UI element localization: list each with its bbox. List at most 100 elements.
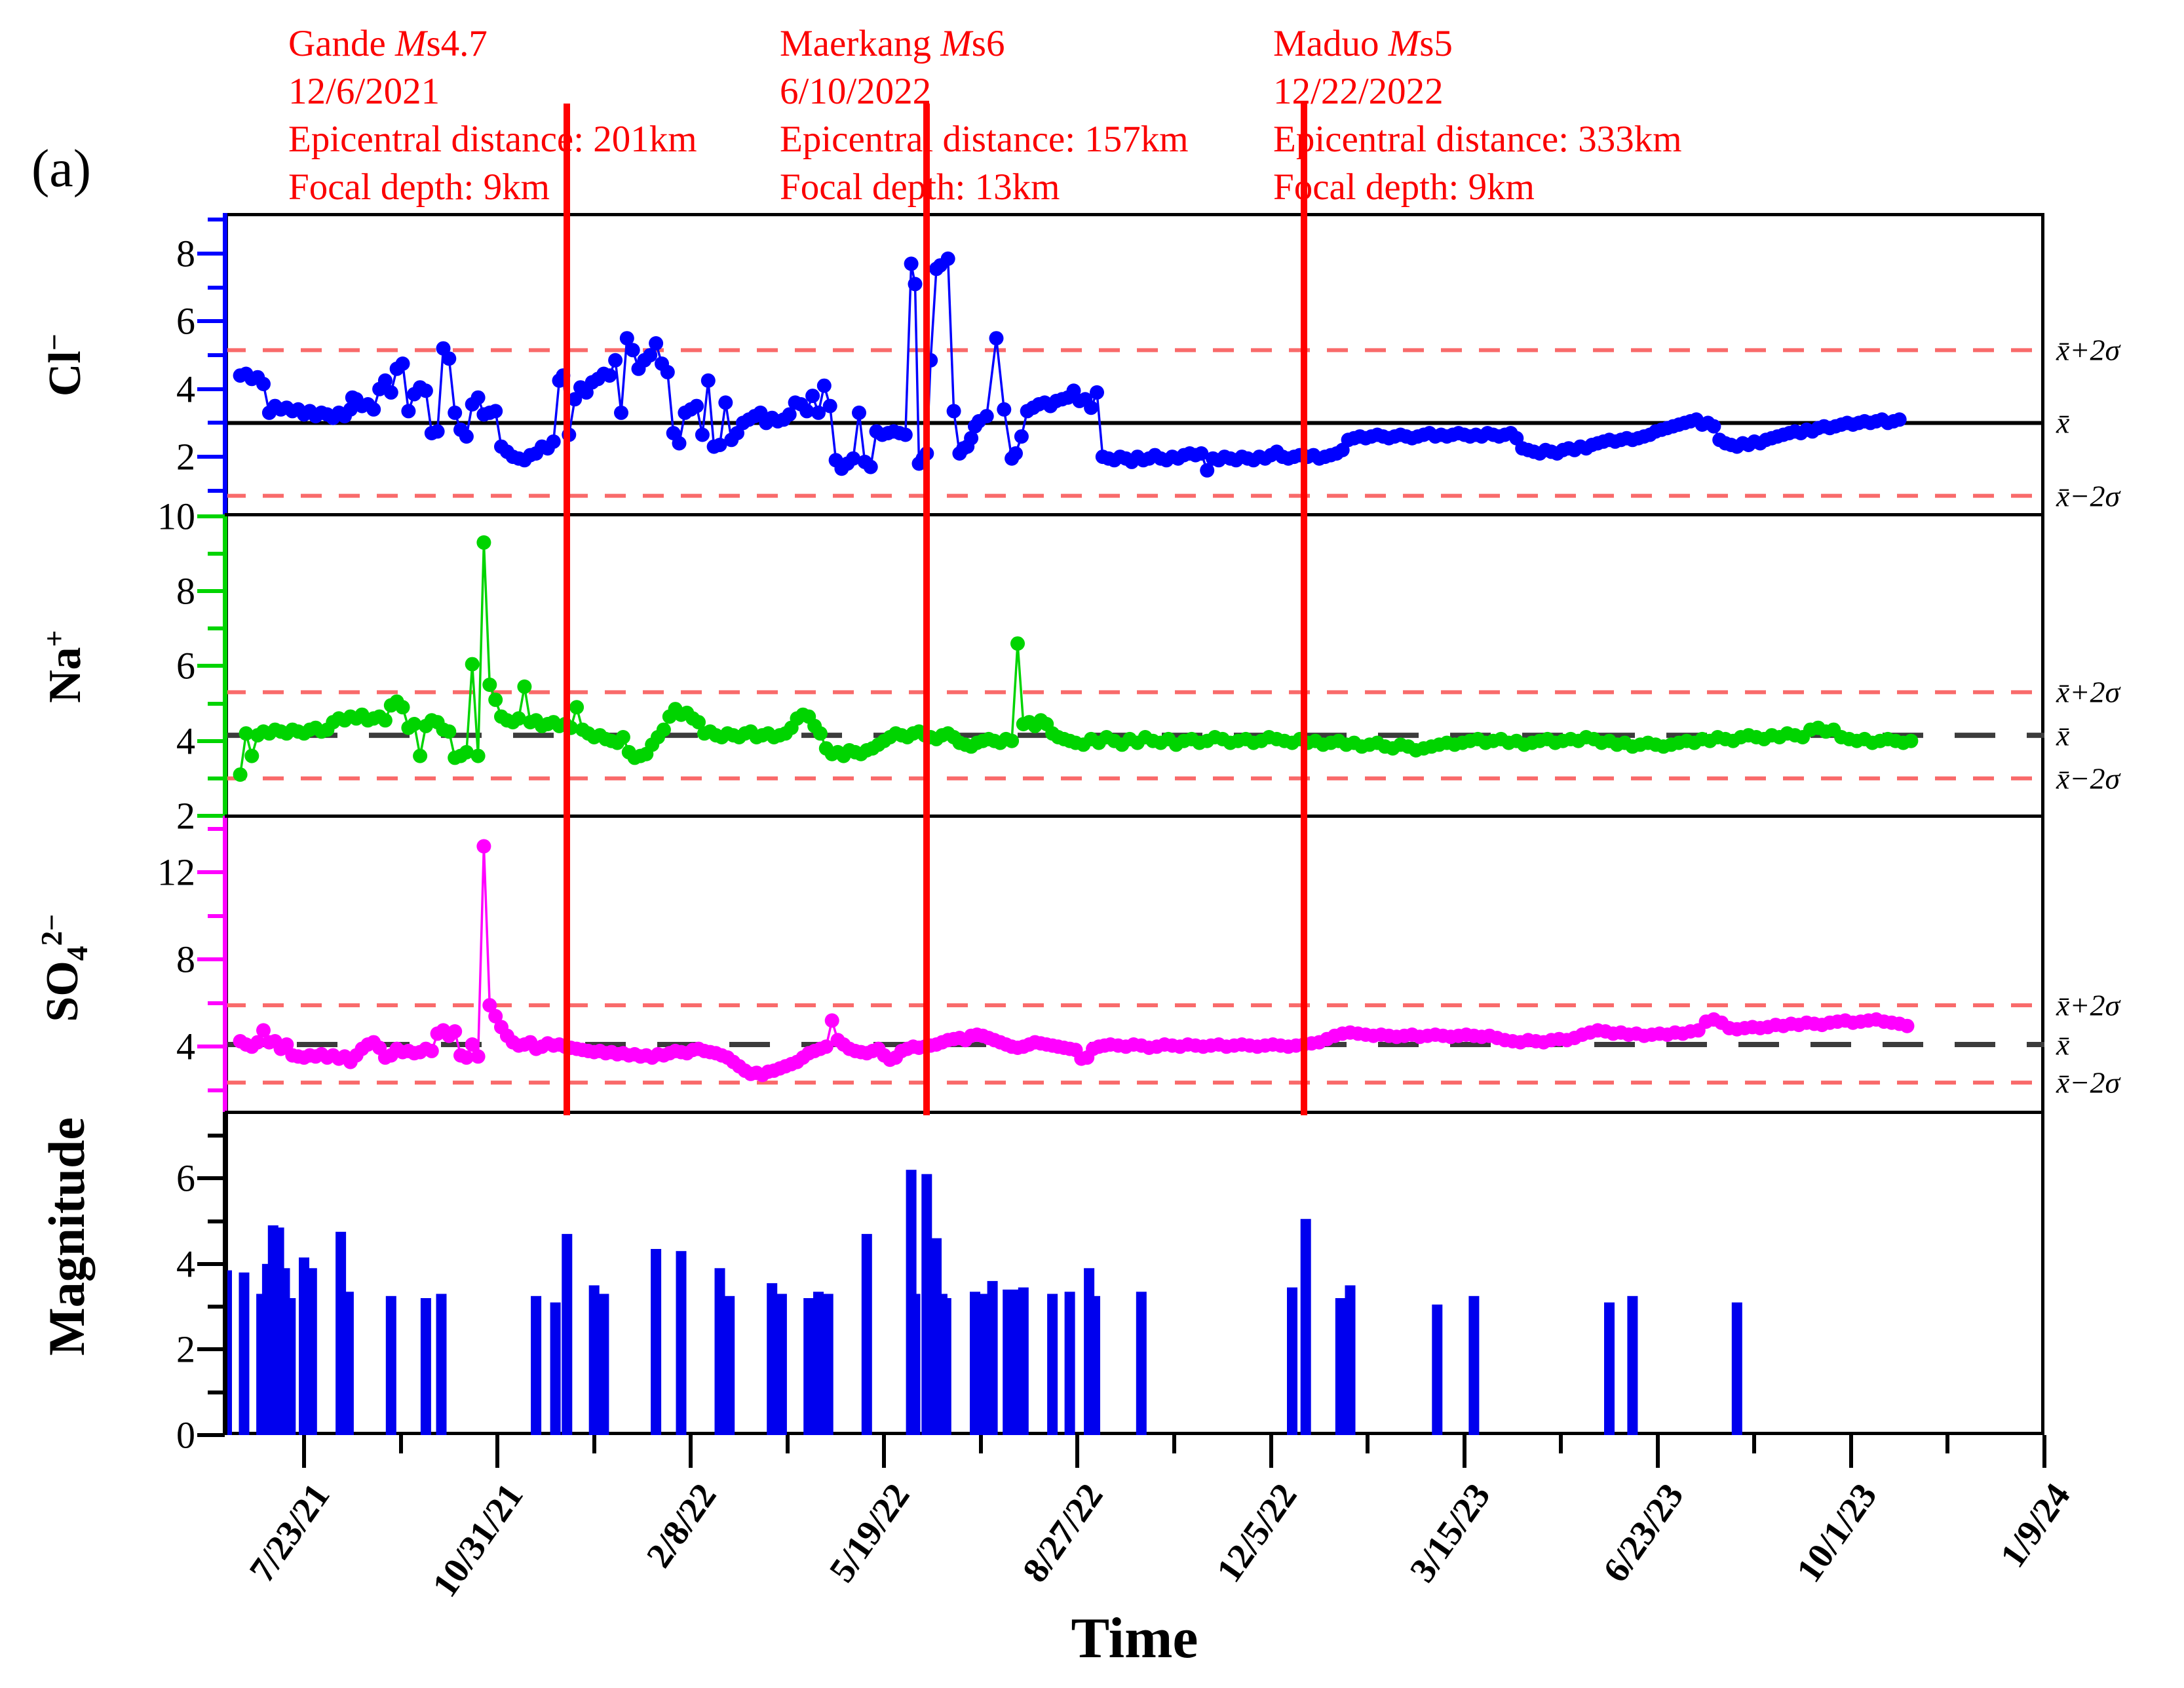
y-tick-label-so4: 8 (176, 938, 195, 981)
y-tick-label-na: 6 (176, 644, 195, 687)
y-axis-spine-mag (223, 1112, 227, 1435)
event-date: 6/10/2022 (780, 71, 932, 112)
y-tick-na (197, 738, 225, 743)
x-tick-minor (592, 1435, 596, 1453)
y-tick-na (197, 514, 225, 518)
sigma-label-mean-so4: x̄ (2056, 1027, 2070, 1062)
event-title: Gande Ms4.7 (288, 23, 488, 64)
x-tick-minor (1752, 1435, 1757, 1453)
x-tick-minor (1559, 1435, 1563, 1453)
y-tick-cl (197, 455, 225, 459)
event-line-maduo (1300, 104, 1307, 1115)
x-tick-major (1849, 1435, 1853, 1468)
y-tick-mag (208, 1305, 225, 1309)
y-tick-label-mag: 0 (176, 1413, 195, 1457)
y-tick-so4 (208, 1001, 225, 1005)
y-tick-so4 (197, 870, 225, 875)
so4-panel-chart (225, 839, 2044, 1085)
y-tick-mag (197, 1433, 225, 1437)
y-tick-na (197, 589, 225, 594)
y-tick-label-mag: 6 (176, 1157, 195, 1200)
panel-divider (225, 815, 2044, 818)
y-axis-title-cl: Cl− (37, 334, 91, 397)
y-tick-na (208, 701, 225, 706)
sigma-label-mean-na: x̄ (2056, 718, 2070, 752)
event-distance: Epicentral distance: 333km (1273, 119, 1682, 160)
y-tick-label-cl: 8 (176, 232, 195, 275)
y-tick-so4 (208, 913, 225, 918)
x-tick-minor (1172, 1435, 1176, 1453)
event-line-gande (564, 104, 571, 1115)
y-tick-mag (208, 1390, 225, 1394)
x-tick-minor (785, 1435, 790, 1453)
cl-panel-chart (225, 251, 2044, 498)
y-tick-na (208, 776, 225, 780)
y-tick-label-na: 10 (157, 495, 195, 538)
y-tick-so4 (208, 1088, 225, 1092)
sigma-label-upper-so4: x̄+2σ (2056, 988, 2120, 1022)
y-tick-cl (208, 285, 225, 290)
y-tick-cl (208, 218, 225, 222)
y-axis-spine-cl (223, 213, 227, 514)
y-tick-so4 (197, 1045, 225, 1049)
figure-panel-letter: (a) (31, 138, 92, 198)
event-depth: Focal depth: 13km (780, 166, 1060, 208)
y-tick-na (197, 814, 225, 818)
y-tick-mag (197, 1176, 225, 1181)
y-tick-mag (197, 1347, 225, 1352)
x-tick-major (1655, 1435, 1660, 1468)
y-axis-title-mag: Magnitude (38, 1117, 95, 1356)
sigma-label-lower-so4: x̄−2σ (2056, 1065, 2120, 1100)
x-tick-minor (1945, 1435, 1950, 1453)
event-title: Maduo Ms5 (1273, 23, 1453, 64)
na-panel-chart (225, 535, 2044, 782)
panel-divider (225, 513, 2044, 516)
x-tick-major (301, 1435, 306, 1468)
sigma-label-mean-cl: x̄ (2056, 406, 2070, 440)
sigma-label-upper-cl: x̄+2σ (2056, 333, 2120, 367)
y-axis-spine-so4 (223, 816, 227, 1112)
y-tick-label-na: 2 (176, 794, 195, 837)
y-tick-so4 (197, 957, 225, 962)
x-tick-major (882, 1435, 887, 1468)
y-tick-label-mag: 4 (176, 1242, 195, 1286)
y-tick-na (197, 664, 225, 668)
sigma-label-lower-na: x̄−2σ (2056, 761, 2120, 796)
x-tick-minor (978, 1435, 983, 1453)
y-tick-cl (208, 421, 225, 425)
event-annotation-maduo: Maduo Ms5 12/22/2022 Epicentral distance… (1273, 20, 1682, 211)
x-axis-title: Time (1071, 1607, 1198, 1670)
y-tick-na (208, 626, 225, 631)
event-title: Maerkang Ms6 (780, 23, 1005, 64)
x-tick-minor (1366, 1435, 1370, 1453)
x-tick-major (2042, 1435, 2046, 1468)
y-tick-label-na: 4 (176, 719, 195, 763)
y-tick-cl (197, 319, 225, 324)
y-tick-mag (208, 1219, 225, 1223)
event-line-maerkang (923, 104, 930, 1115)
x-tick-major (495, 1435, 500, 1468)
y-tick-mag (197, 1261, 225, 1266)
event-depth: Focal depth: 9km (1273, 166, 1535, 208)
y-axis-title-so4: SO42− (34, 913, 94, 1022)
x-tick-major (1075, 1435, 1080, 1468)
event-depth: Focal depth: 9km (288, 166, 550, 208)
y-tick-cl (208, 353, 225, 358)
y-tick-label-so4: 4 (176, 1025, 195, 1068)
y-tick-label-cl: 4 (176, 368, 195, 411)
x-tick-minor (398, 1435, 403, 1453)
x-tick-major (1462, 1435, 1466, 1468)
y-tick-cl (197, 387, 225, 391)
y-tick-so4 (208, 826, 225, 831)
event-annotation-maerkang: Maerkang Ms6 6/10/2022 Epicentral distan… (780, 20, 1189, 211)
event-distance: Epicentral distance: 201km (288, 119, 697, 160)
y-tick-label-cl: 2 (176, 435, 195, 478)
event-annotation-gande: Gande Ms4.7 12/6/2021 Epicentral distanc… (288, 20, 697, 211)
event-date: 12/22/2022 (1273, 71, 1444, 112)
y-tick-label-so4: 12 (157, 851, 195, 894)
sigma-label-upper-na: x̄+2σ (2056, 675, 2120, 709)
panel-divider (225, 1111, 2044, 1114)
event-date: 12/6/2021 (288, 71, 440, 112)
x-tick-major (689, 1435, 693, 1468)
sigma-label-lower-cl: x̄−2σ (2056, 479, 2120, 513)
